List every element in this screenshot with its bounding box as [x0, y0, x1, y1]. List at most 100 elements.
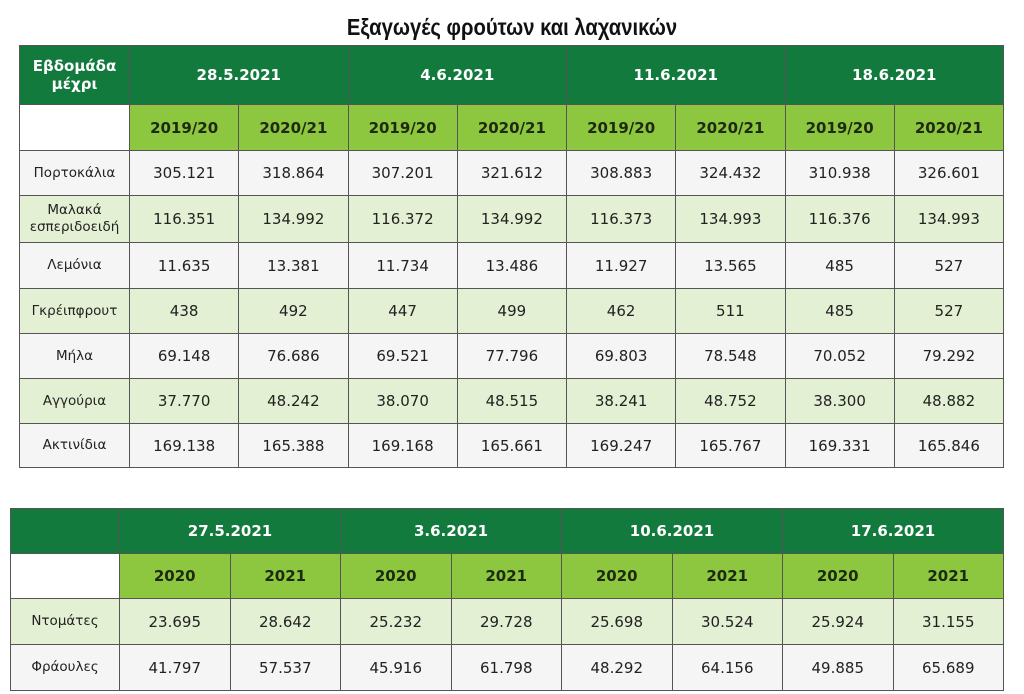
fruits-exports-table: Εβδομάδα μέχρι 28.5.2021 4.6.2021 11.6.2021… [19, 45, 1005, 468]
value-cell: 70.052 [784, 333, 895, 379]
value-cell: 511 [675, 288, 786, 334]
value-cell: 69.521 [347, 333, 458, 379]
season-header: 2019/20 [128, 104, 240, 151]
season-header: 2019/20 [347, 104, 458, 151]
week-header-row: Εβδομάδα μέχρι 28.5.2021 4.6.2021 11.6.2021… [19, 45, 1004, 105]
row-label: Λεμόνια [19, 242, 130, 289]
value-cell: 48.242 [238, 378, 349, 424]
season-header: 2020 [340, 553, 452, 599]
season-header-row: 2019/20 2020/21 2019/20 2020/21 2019/20 2020/… [19, 104, 1005, 151]
value-cell: 499 [456, 288, 568, 334]
week-header: 17.6.2021 [782, 508, 1004, 554]
season-header: 2020 [782, 553, 894, 599]
value-cell: 462 [565, 288, 677, 334]
row-label: Ντομάτες [10, 598, 120, 645]
row-label: Γκρέιπφρουτ [19, 288, 130, 334]
season-header: 2020/21 [893, 104, 1005, 151]
blank-cell [19, 104, 130, 151]
value-cell: 165.846 [893, 423, 1005, 468]
value-cell: 438 [128, 288, 240, 334]
season-header: 2020/21 [456, 104, 568, 151]
value-cell: 326.601 [893, 150, 1005, 196]
value-cell: 76.686 [238, 333, 349, 379]
value-cell: 25.232 [340, 598, 452, 645]
value-cell: 310.938 [784, 150, 895, 196]
value-cell: 11.635 [128, 242, 240, 289]
value-cell: 38.241 [565, 378, 677, 424]
value-cell: 492 [238, 288, 349, 334]
value-cell: 324.432 [675, 150, 786, 196]
value-cell: 23.695 [119, 598, 231, 645]
value-cell: 77.796 [456, 333, 568, 379]
season-header: 2021 [671, 553, 783, 599]
value-cell: 38.070 [347, 378, 458, 424]
value-cell: 11.734 [347, 242, 458, 289]
value-cell: 169.247 [565, 423, 677, 468]
season-header: 2019/20 [565, 104, 677, 151]
table-row: Ακτινίδια 169.138 165.388 169.168 165.661 169… [19, 423, 1005, 468]
table-row: Αγγούρια 37.770 48.242 38.070 48.515 38.241 48… [19, 378, 1005, 424]
value-cell: 307.201 [347, 150, 458, 196]
blank-cell [10, 553, 120, 599]
value-cell: 134.993 [893, 195, 1005, 243]
value-cell: 78.548 [675, 333, 786, 379]
season-header: 2021 [229, 553, 341, 599]
value-cell: 37.770 [128, 378, 240, 424]
season-header: 2020/21 [675, 104, 786, 151]
value-cell: 38.300 [784, 378, 895, 424]
vegetables-exports-table: 27.5.2021 3.6.2021 10.6.2021 17.6.2021 2020 2… [10, 508, 1004, 691]
value-cell: 308.883 [565, 150, 677, 196]
value-cell: 25.698 [561, 598, 673, 645]
week-header: 11.6.2021 [566, 45, 786, 105]
value-cell: 69.148 [128, 333, 240, 379]
value-cell: 48.752 [675, 378, 786, 424]
value-cell: 116.376 [784, 195, 895, 243]
value-cell: 57.537 [229, 644, 341, 691]
table-row: Φράουλες 41.797 57.537 45.916 61.798 48.292 64… [10, 644, 1004, 691]
value-cell: 25.924 [782, 598, 894, 645]
value-cell: 169.138 [128, 423, 240, 468]
season-header-row: 2020 2021 2020 2021 2020 2021 2020 2021 [10, 553, 1004, 599]
value-cell: 11.927 [565, 242, 677, 289]
week-header: 27.5.2021 [119, 508, 341, 554]
value-cell: 65.689 [892, 644, 1004, 691]
value-cell: 69.803 [565, 333, 677, 379]
value-cell: 31.155 [892, 598, 1004, 645]
value-cell: 169.331 [784, 423, 895, 468]
value-cell: 48.882 [893, 378, 1005, 424]
value-cell: 485 [784, 288, 895, 334]
page-title: Εξαγωγές φρούτων και λαχανικών [346, 14, 678, 40]
value-cell: 61.798 [450, 644, 562, 691]
value-cell: 29.728 [450, 598, 562, 645]
value-cell: 134.993 [675, 195, 786, 243]
row-label: Μαλακά εσπεριδοειδή [19, 195, 130, 243]
value-cell: 13.486 [456, 242, 568, 289]
value-cell: 79.292 [893, 333, 1005, 379]
value-cell: 41.797 [119, 644, 231, 691]
week-header: 28.5.2021 [129, 45, 349, 105]
value-cell: 134.992 [456, 195, 568, 243]
season-header: 2020 [561, 553, 673, 599]
value-cell: 45.916 [340, 644, 452, 691]
value-cell: 447 [347, 288, 458, 334]
value-cell: 169.168 [347, 423, 458, 468]
table-row: Πορτοκάλια 305.121 318.864 307.201 321.612 30… [19, 150, 1005, 196]
value-cell: 318.864 [238, 150, 349, 196]
value-cell: 165.388 [238, 423, 349, 468]
value-cell: 116.373 [565, 195, 677, 243]
season-header: 2021 [450, 553, 562, 599]
row-label: Ακτινίδια [19, 423, 130, 468]
value-cell: 527 [893, 242, 1005, 289]
value-cell: 165.661 [456, 423, 568, 468]
value-cell: 527 [893, 288, 1005, 334]
season-header: 2021 [892, 553, 1004, 599]
table-row: Ντομάτες 23.695 28.642 25.232 29.728 25.698 30… [10, 598, 1004, 645]
row-label: Πορτοκάλια [19, 150, 130, 196]
value-cell: 28.642 [229, 598, 341, 645]
value-cell: 64.156 [671, 644, 783, 691]
value-cell: 165.767 [675, 423, 786, 468]
value-cell: 116.372 [347, 195, 458, 243]
value-cell: 30.524 [671, 598, 783, 645]
week-header: 10.6.2021 [561, 508, 783, 554]
season-header: 2020 [119, 553, 231, 599]
